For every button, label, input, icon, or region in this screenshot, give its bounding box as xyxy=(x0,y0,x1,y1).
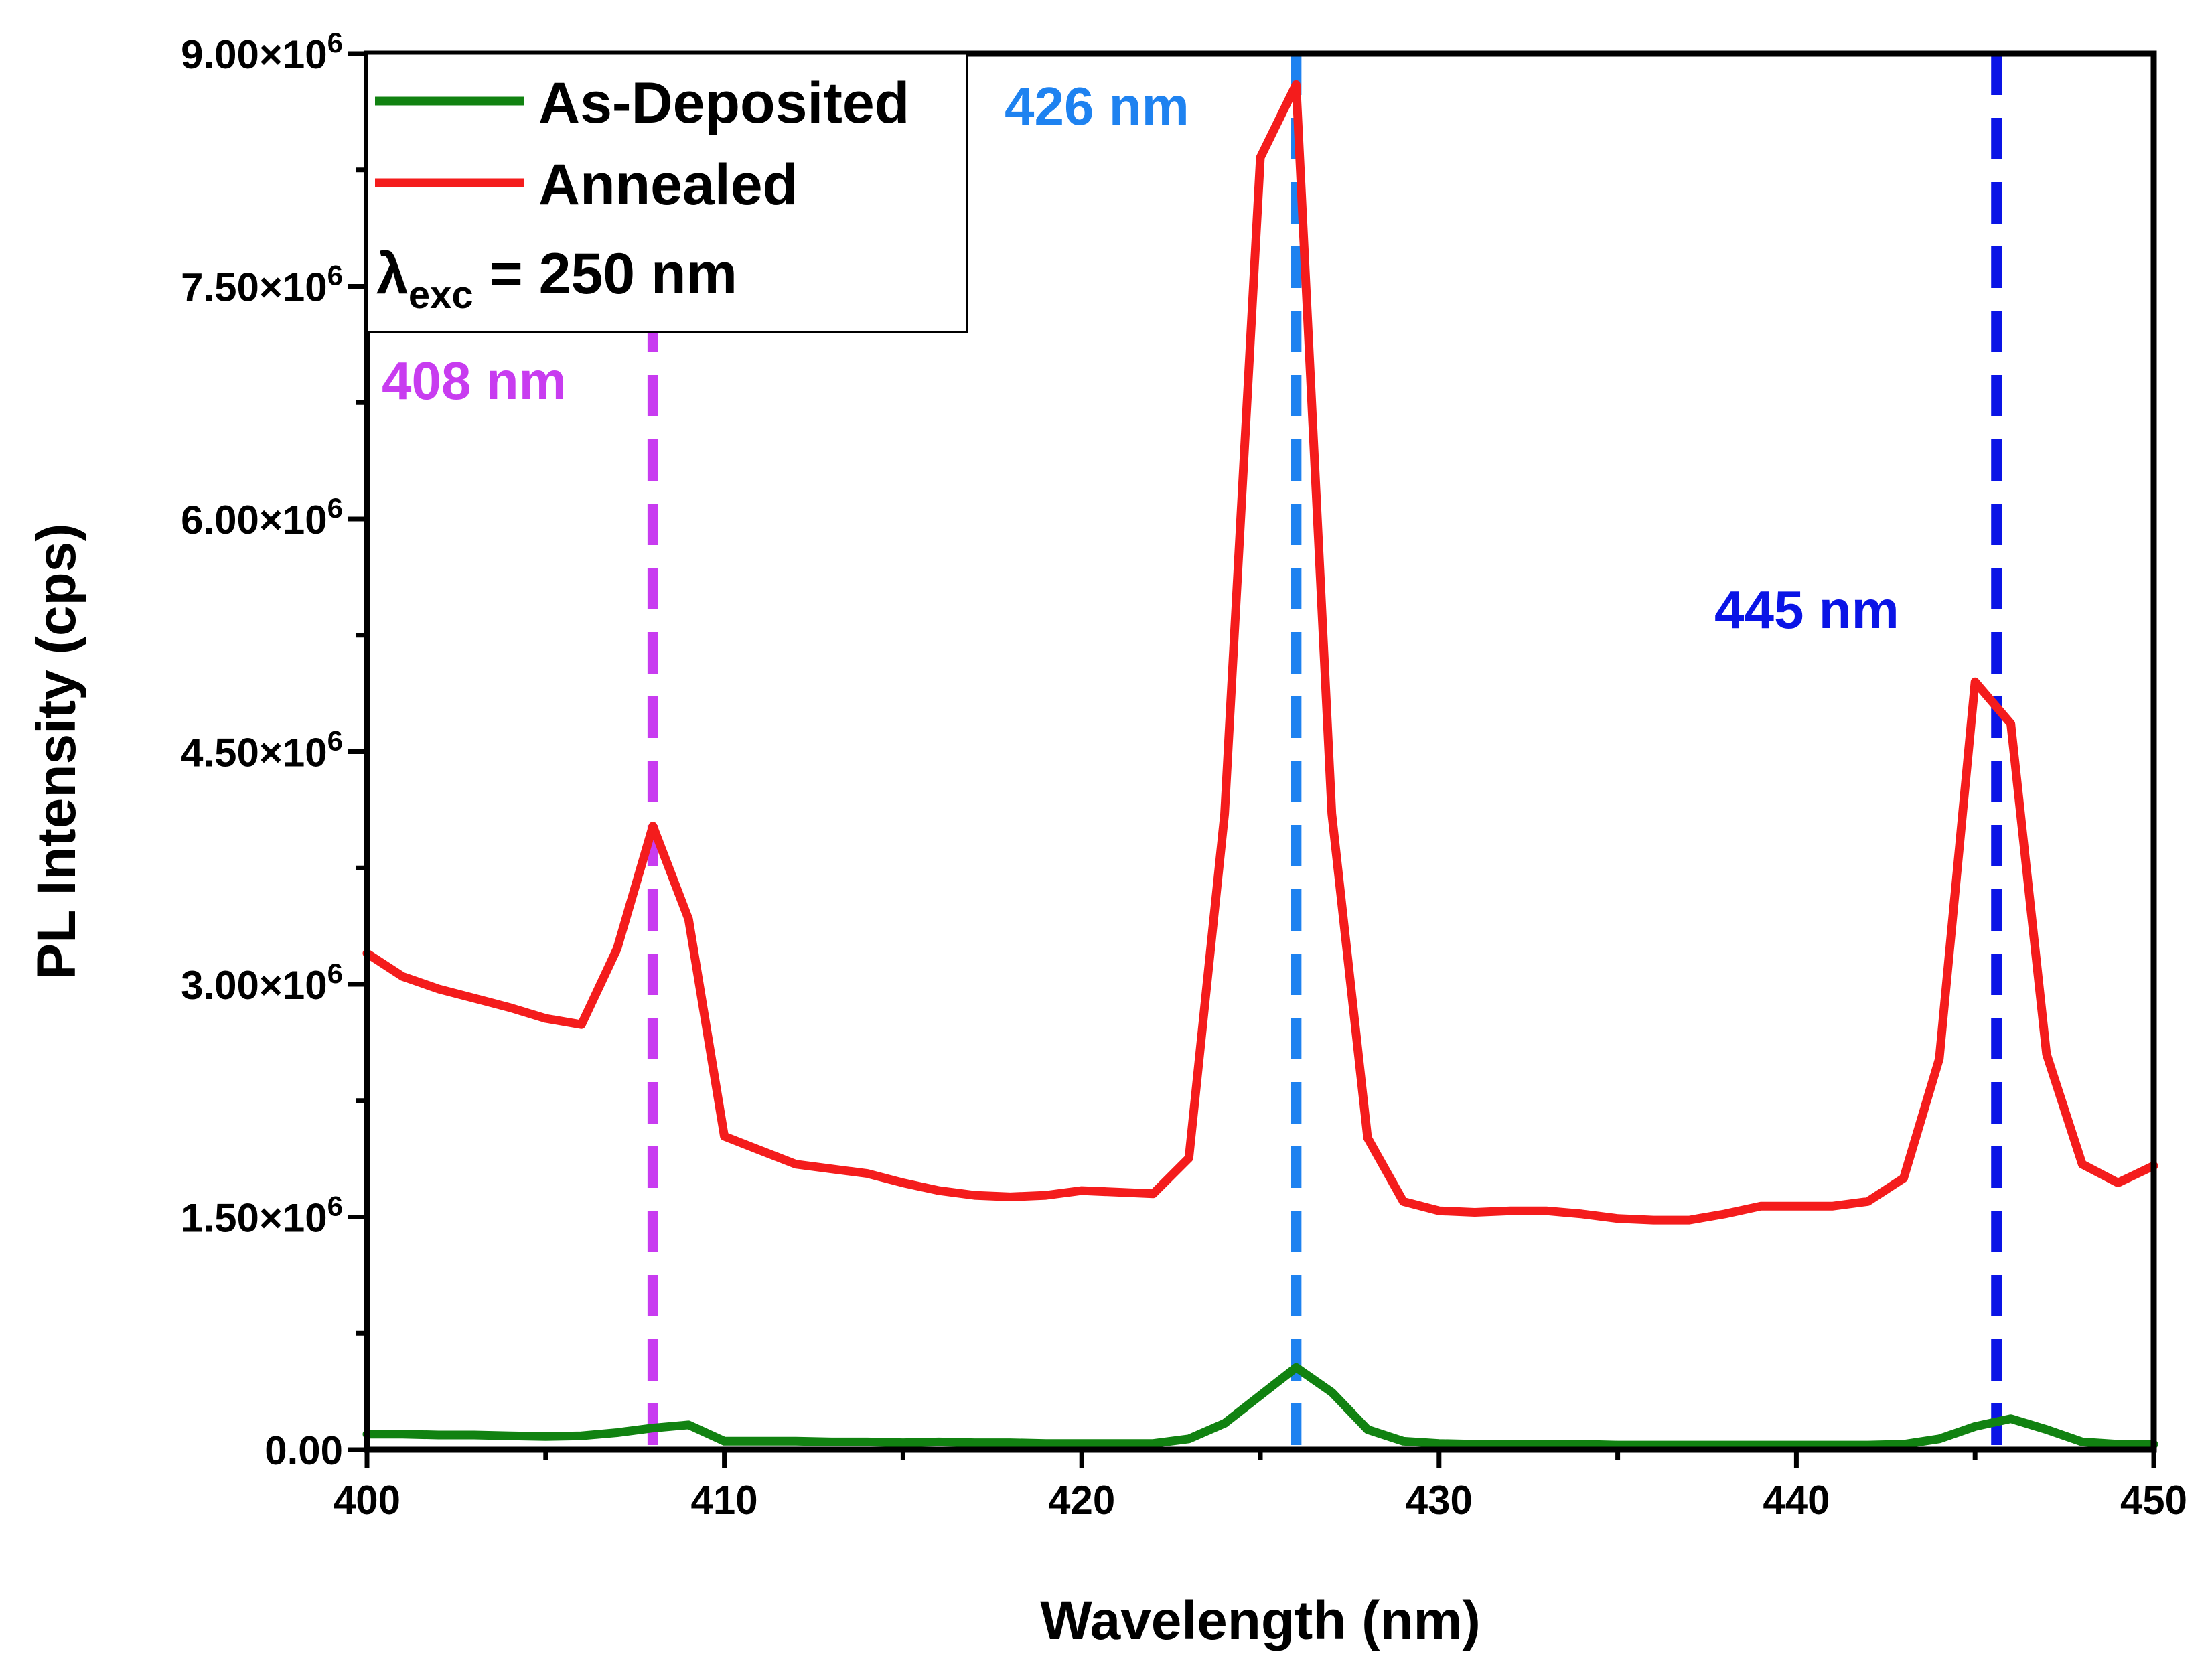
lambda-symbol: λ xyxy=(376,242,409,306)
x-tick-labels: 400 410 420 430 440 450 xyxy=(334,1478,2187,1523)
x-axis-title: Wavelength (nm) xyxy=(1040,1590,1481,1651)
reference-label-2: 445 nm xyxy=(1714,580,1899,639)
axis-ticks xyxy=(348,51,2156,1468)
reference-line-labels: 408 nm 426 nm 445 nm xyxy=(382,76,1899,639)
x-tick-label: 440 xyxy=(1763,1478,1830,1523)
y-tick-label: 9.00×106 xyxy=(181,27,343,77)
y-tick-labels: 0.00 1.50×106 3.00×106 4.50×106 6.00×106 7.50… xyxy=(181,27,343,1473)
x-tick-label: 420 xyxy=(1048,1478,1115,1523)
series-line-annealed xyxy=(362,80,2158,1225)
lambda-subscript: exc xyxy=(409,273,473,317)
y-tick-label: 0.00 xyxy=(265,1428,343,1473)
y-tick-label: 3.00×106 xyxy=(181,958,343,1008)
x-tick-label: 410 xyxy=(691,1478,758,1523)
y-tick-label: 4.50×106 xyxy=(181,725,343,775)
reference-label-1: 426 nm xyxy=(1005,76,1189,136)
excitation-value: = 250 nm xyxy=(473,242,737,306)
series-line-as-deposited xyxy=(362,1363,2158,1450)
legend-label: Annealed xyxy=(538,153,798,217)
reference-label-0: 408 nm xyxy=(382,351,567,410)
y-axis-title: PL Intensity (cps) xyxy=(26,524,87,980)
excitation-annotation: λexc = 250 nm xyxy=(376,242,737,317)
y-tick-label: 6.00×106 xyxy=(181,492,343,542)
x-tick-label: 400 xyxy=(334,1478,400,1523)
y-tick-label: 7.50×106 xyxy=(181,260,343,310)
legend: As-Deposited Annealed λexc = 250 nm xyxy=(366,52,968,333)
y-tick-label: 1.50×106 xyxy=(181,1191,343,1241)
x-tick-label: 430 xyxy=(1406,1478,1473,1523)
series-lines xyxy=(362,80,2158,1450)
legend-label: As-Deposited xyxy=(538,71,909,135)
x-tick-label: 450 xyxy=(2120,1478,2187,1523)
